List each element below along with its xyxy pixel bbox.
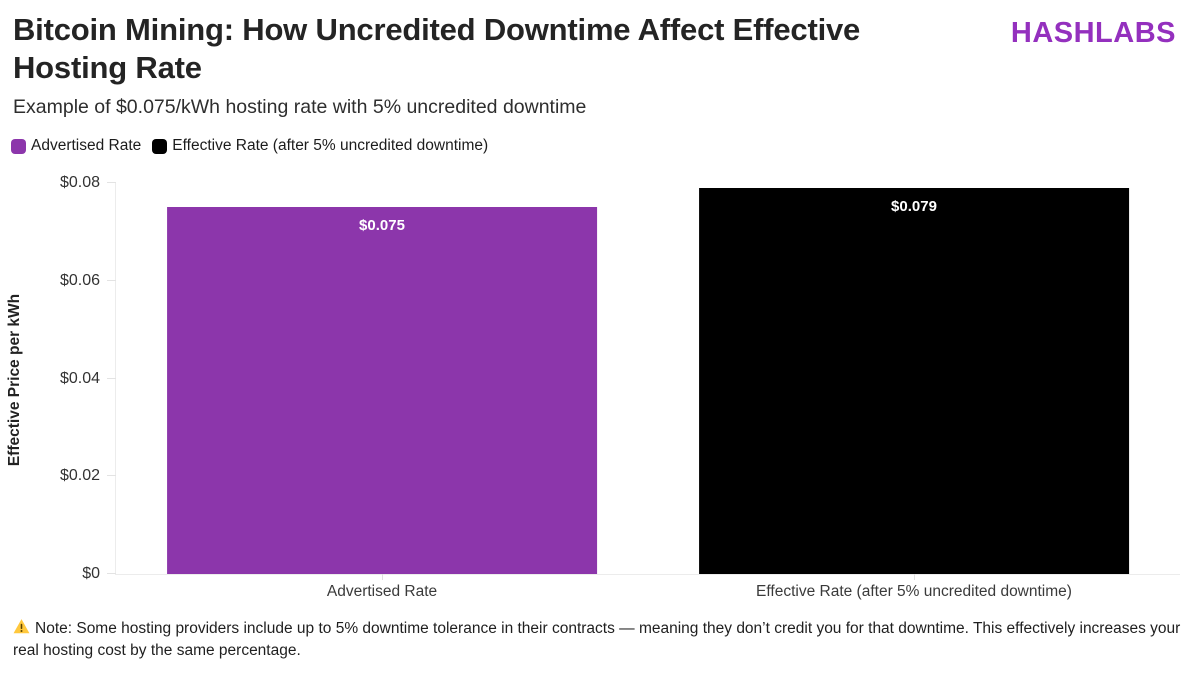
x-axis-label: Effective Rate (after 5% uncredited down… <box>756 583 1072 600</box>
y-tick-mark <box>107 279 116 281</box>
y-tick-mark <box>107 182 116 183</box>
bar-advertised-rate: $0.075 <box>167 207 597 574</box>
legend-swatch <box>152 138 168 154</box>
legend-swatch <box>11 138 26 154</box>
y-tick-mark <box>107 573 116 574</box>
bar-effective-rate: $0.079 <box>699 187 1129 574</box>
page-title: Bitcoin Mining: How Uncredited Downtime … <box>13 12 861 85</box>
footnote: Note: Some hosting providers include up … <box>13 618 1191 662</box>
bar-value-label: $0.075 <box>359 217 405 235</box>
legend-item: Effective Rate (after 5% uncredited down… <box>152 137 488 155</box>
x-axis-label: Advertised Rate <box>326 583 438 600</box>
legend-label: Advertised Rate <box>31 137 142 154</box>
y-tick-mark <box>107 475 116 477</box>
hashlabs-logo: HASHLABS <box>1010 17 1176 49</box>
bar-chart: Effective Price per kWh $0 $0.02 $0.04 $0.0… <box>0 174 1200 607</box>
bars-container: $0.075 Advertised Rate $0.079 Effective Rat… <box>116 183 1180 600</box>
y-tick-label: $0.02 <box>59 467 100 485</box>
plot-area: $0 $0.02 $0.04 $0.06 $0.08 $0.075 Advertised … <box>60 174 1180 600</box>
y-tick-label: $0.04 <box>59 369 100 387</box>
chart-subtitle: Example of $0.075/kWh hosting rate with … <box>13 96 587 118</box>
bar-value-label: $0.079 <box>891 197 937 215</box>
footnote-text: Note: Some hosting providers include up … <box>13 620 1181 659</box>
chart-legend: Advertised Rate Effective Rate (after 5% … <box>11 137 488 155</box>
x-tick-mark <box>914 574 915 580</box>
x-tick-mark <box>382 574 383 580</box>
warning-icon <box>13 619 30 634</box>
y-tick-label: $0 <box>82 565 100 582</box>
y-tick-mark <box>107 377 116 379</box>
legend-item: Advertised Rate <box>11 137 141 155</box>
y-tick-label: $0.08 <box>59 174 100 191</box>
y-tick-label: $0.06 <box>59 271 100 289</box>
bar-slot: $0.079 Effective Rate (after 5% uncredite… <box>648 183 1180 600</box>
legend-label: Effective Rate (after 5% uncredited down… <box>172 137 489 154</box>
bar-slot: $0.075 Advertised Rate <box>116 183 648 600</box>
